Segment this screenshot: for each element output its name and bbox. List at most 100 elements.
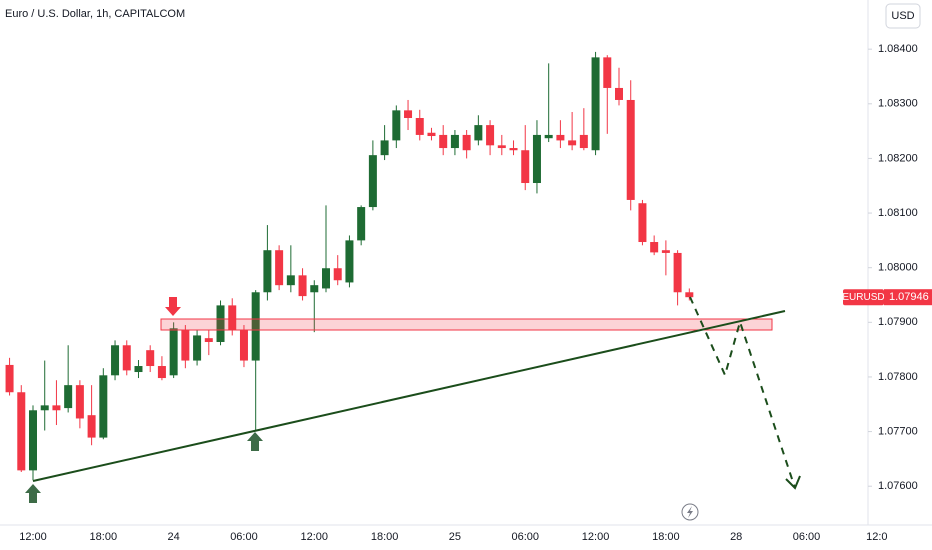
projection-path	[689, 296, 796, 489]
x-tick-label: 12:0	[866, 531, 887, 543]
candle-body	[298, 275, 307, 297]
candle-body	[17, 392, 26, 471]
candle-body	[216, 305, 225, 342]
candle-body	[626, 99, 635, 200]
candle-body	[29, 410, 37, 471]
candle-body	[521, 150, 530, 184]
x-tick-label: 12:00	[582, 531, 610, 543]
candle-body	[603, 57, 612, 88]
candle-body	[450, 134, 459, 149]
y-tick-label: 1.07900	[878, 316, 918, 328]
candle-body	[439, 134, 448, 149]
x-tick-label: 06:00	[511, 531, 539, 543]
candle-body	[333, 268, 342, 281]
candle-body	[157, 366, 166, 379]
x-tick-label: 25	[449, 531, 461, 543]
candle-body	[591, 57, 600, 151]
trend-line	[32, 310, 786, 482]
candle-body	[310, 285, 319, 293]
y-tick-label: 1.08400	[878, 43, 918, 55]
candle-body	[122, 345, 131, 371]
candle-body	[75, 385, 84, 419]
candle-body	[685, 292, 694, 298]
candles	[5, 51, 694, 481]
candle-body	[146, 350, 155, 367]
candle-body	[99, 375, 108, 438]
candle-body	[404, 110, 413, 119]
drawings	[25, 296, 801, 521]
candle-body	[169, 328, 178, 376]
y-tick-label: 1.07800	[878, 371, 918, 383]
candle-body	[134, 366, 143, 373]
chart-title: Euro / U.S. Dollar, 1h, CAPITALCOM	[5, 8, 185, 20]
candle-body	[661, 250, 670, 253]
y-tick-label: 1.08200	[878, 152, 918, 164]
candle-body	[509, 148, 518, 151]
candle-body	[5, 364, 14, 393]
candle-body	[204, 338, 213, 342]
candle-body	[532, 134, 541, 184]
candle-body	[650, 242, 659, 253]
x-tick-label: 12:00	[301, 531, 329, 543]
candle-body	[345, 240, 354, 283]
candle-body	[228, 305, 237, 330]
candle-body	[568, 140, 577, 146]
candle-body	[544, 134, 553, 139]
candle-body	[52, 405, 61, 411]
candle-body	[415, 118, 424, 135]
candle-body	[497, 145, 506, 149]
up-arrow	[25, 484, 41, 503]
candle-body	[193, 335, 202, 361]
candle-body	[40, 405, 49, 411]
candle-body	[556, 134, 565, 141]
candle-body	[239, 329, 248, 361]
symbol-tag	[843, 289, 884, 306]
y-tick-label: 1.08300	[878, 98, 918, 110]
down-arrow	[165, 297, 181, 316]
candle-body	[673, 252, 682, 293]
y-tick-label: 1.07600	[878, 480, 918, 492]
symbol-tag-label: EURUSD	[842, 292, 884, 303]
x-tick-label: 18:00	[90, 531, 118, 543]
x-tick-label: 06:00	[793, 531, 821, 543]
candle-body	[638, 203, 647, 243]
x-tick-label: 28	[730, 531, 742, 543]
candle-body	[322, 268, 330, 289]
candle-body	[474, 125, 483, 141]
x-tick-label: 06:00	[230, 531, 258, 543]
candle-body	[615, 87, 623, 100]
currency-button[interactable]	[885, 3, 921, 29]
candle-body	[462, 134, 471, 151]
candle-body	[392, 110, 401, 141]
projection-arrowhead	[785, 475, 801, 490]
candle-body	[251, 292, 260, 361]
resistance-zone	[160, 318, 773, 331]
candle-body	[579, 134, 588, 149]
y-tick-label: 1.08100	[878, 207, 918, 219]
event-icon-bolt	[687, 506, 693, 518]
currency-label[interactable]: USD	[891, 10, 914, 22]
x-tick-label: 18:00	[652, 531, 680, 543]
candle-body	[64, 385, 73, 409]
x-tick-label: 12:00	[19, 531, 47, 543]
candle-body	[368, 155, 377, 208]
candle-body	[87, 415, 96, 438]
candle-body	[357, 207, 366, 241]
y-tick-label: 1.07700	[878, 425, 918, 437]
candle-body	[111, 345, 120, 376]
candle-body	[486, 125, 495, 146]
candle-body	[275, 250, 284, 286]
candle-body	[286, 275, 295, 286]
candle-body	[181, 329, 190, 361]
x-tick-label: 18:00	[371, 531, 399, 543]
candle-body	[263, 250, 272, 293]
y-tick-label: 1.08000	[878, 262, 918, 274]
last-price-tag	[884, 289, 932, 306]
x-tick-label: 24	[168, 531, 180, 543]
candle-body	[380, 140, 389, 156]
up-arrow	[247, 432, 263, 451]
candle-body	[427, 132, 436, 137]
last-price-label: 1.07946	[889, 291, 929, 303]
